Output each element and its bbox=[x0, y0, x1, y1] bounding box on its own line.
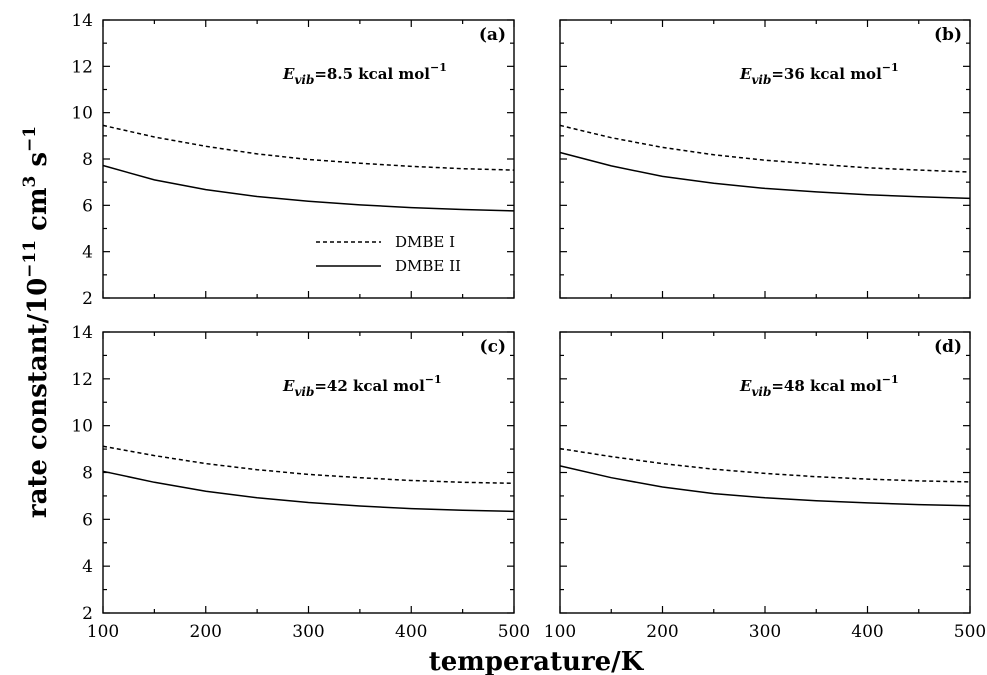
panel-b-series-dmbe-i bbox=[560, 125, 970, 172]
evib-value: =42 kcal mol bbox=[314, 377, 425, 395]
x-tick-label: 200 bbox=[190, 622, 222, 642]
x-tick-label: 500 bbox=[498, 622, 530, 642]
evib-subscript: vib bbox=[751, 385, 771, 399]
y-tick-label: 12 bbox=[71, 370, 93, 390]
legend-label: DMBE I bbox=[395, 233, 455, 251]
evib-value: =48 kcal mol bbox=[771, 377, 882, 395]
panel-d-frame bbox=[560, 332, 970, 613]
evib-subscript: vib bbox=[294, 73, 314, 87]
panel-c-series-dmbe-ii bbox=[103, 471, 514, 511]
panel-a-series-dmbe-i bbox=[103, 125, 514, 170]
y-tick-label: 8 bbox=[82, 150, 93, 170]
panel-d-series-dmbe-i bbox=[560, 449, 970, 482]
evib-exponent: −1 bbox=[882, 61, 899, 74]
y-axis-title-exp-minus1: −1 bbox=[20, 126, 40, 152]
evib-symbol: E bbox=[282, 377, 295, 395]
y-tick-label: 8 bbox=[82, 464, 93, 484]
panel-a: 2468101214(a)Evib=8.5 kcal mol−1DMBE IDM… bbox=[71, 11, 514, 309]
panel-c: 2 4 6 8 10 12 14 100 200 300 400 500 (c) Evib=42 kcal… bbox=[71, 323, 530, 642]
evib-value: =36 kcal mol bbox=[771, 65, 882, 83]
panel-a-series-dmbe-ii bbox=[103, 166, 514, 211]
y-axis-title-base: rate constant/10 bbox=[23, 278, 53, 518]
y-axis-title-exp-3: 3 bbox=[20, 176, 40, 188]
x-tick-label: 400 bbox=[851, 622, 883, 642]
panel-c-series-dmbe-i bbox=[103, 446, 514, 483]
evib-symbol: E bbox=[739, 377, 752, 395]
panel-a-tag: (a) bbox=[479, 25, 506, 45]
x-axis-title: temperature/K bbox=[429, 647, 645, 675]
x-tick-label: 300 bbox=[749, 622, 781, 642]
evib-exponent: −1 bbox=[430, 61, 447, 74]
y-tick-label: 14 bbox=[71, 323, 93, 343]
y-tick-label: 2 bbox=[82, 604, 93, 624]
legend: DMBE I DMBE II bbox=[316, 233, 461, 275]
evib-symbol: E bbox=[282, 65, 295, 83]
evib-value: =8.5 kcal mol bbox=[314, 65, 430, 83]
evib-exponent: −1 bbox=[882, 373, 899, 386]
panel-d: 100 200 300 400 500 (d) Evib=48 kcal mol−1 bbox=[544, 332, 986, 642]
y-tick-label: 10 bbox=[71, 417, 93, 437]
panel-d-series-dmbe-ii bbox=[560, 466, 970, 506]
panel-a-evib-label: Evib=8.5 kcal mol−1 bbox=[282, 61, 447, 87]
y-tick-label: 6 bbox=[82, 196, 93, 216]
panel-c-evib-label: Evib=42 kcal mol−1 bbox=[282, 373, 442, 399]
panel-d-tag: (d) bbox=[934, 337, 962, 357]
y-axis-title-unit-s: s bbox=[23, 152, 53, 176]
panel-b-evib-label: Evib=36 kcal mol−1 bbox=[739, 61, 899, 87]
y-axis-title-exp: −11 bbox=[20, 240, 40, 278]
panel-b-series-dmbe-ii bbox=[560, 153, 970, 199]
panels: 2468101214(a)Evib=8.5 kcal mol−1DMBE IDM… bbox=[71, 11, 986, 642]
y-tick-label: 10 bbox=[71, 104, 93, 124]
panel-b: (b) Evib=36 kcal mol−1 bbox=[560, 20, 970, 298]
x-tick-label: 200 bbox=[646, 622, 678, 642]
panel-c-frame bbox=[103, 332, 514, 613]
evib-subscript: vib bbox=[294, 385, 314, 399]
panel-d-evib-label: Evib=48 kcal mol−1 bbox=[739, 373, 899, 399]
y-tick-label: 12 bbox=[71, 57, 93, 77]
legend-label: DMBE II bbox=[395, 257, 461, 275]
y-tick-label: 4 bbox=[82, 243, 93, 263]
y-tick-label: 2 bbox=[82, 289, 93, 309]
y-axis-title-unit-cm: cm bbox=[23, 188, 53, 240]
y-tick-label: 14 bbox=[71, 11, 93, 31]
y-tick-label: 6 bbox=[82, 510, 93, 530]
panel-b-frame bbox=[560, 20, 970, 298]
x-tick-label: 100 bbox=[87, 622, 119, 642]
x-tick-label: 300 bbox=[292, 622, 324, 642]
x-tick-label: 500 bbox=[954, 622, 986, 642]
evib-symbol: E bbox=[739, 65, 752, 83]
y-axis-title: rate constant/10−11 cm3 s−1 bbox=[20, 126, 53, 518]
x-tick-label: 100 bbox=[544, 622, 576, 642]
evib-subscript: vib bbox=[751, 73, 771, 87]
evib-exponent: −1 bbox=[425, 373, 442, 386]
x-tick-label: 400 bbox=[395, 622, 427, 642]
panel-b-tag: (b) bbox=[934, 25, 962, 45]
y-tick-label: 4 bbox=[82, 557, 93, 577]
panel-c-tag: (c) bbox=[480, 337, 506, 357]
